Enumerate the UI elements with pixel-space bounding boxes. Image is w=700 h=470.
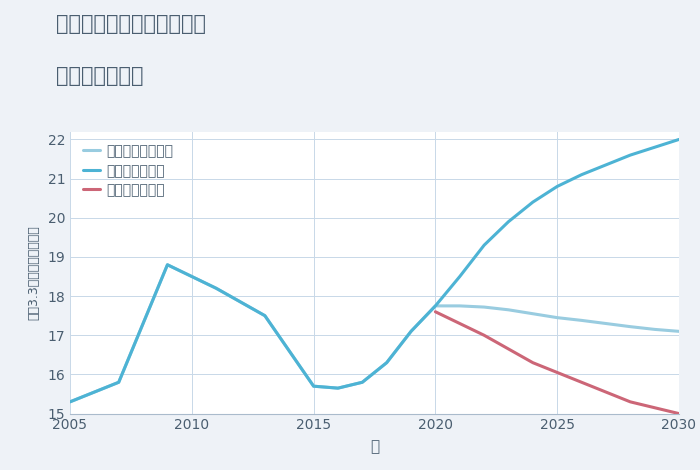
ノーマルシナリオ — [504, 307, 512, 313]
ノーマルシナリオ — [578, 318, 586, 323]
ノーマルシナリオ — [431, 303, 440, 309]
グッドシナリオ — [382, 360, 391, 366]
グッドシナリオ — [578, 172, 586, 178]
グッドシナリオ — [553, 184, 561, 189]
グッドシナリオ — [480, 243, 489, 248]
バッドシナリオ — [675, 411, 683, 416]
ノーマルシナリオ — [626, 324, 634, 329]
バッドシナリオ — [480, 332, 489, 338]
グッドシナリオ — [66, 399, 74, 405]
グッドシナリオ — [260, 313, 269, 319]
ノーマルシナリオ — [480, 304, 489, 310]
グッドシナリオ — [212, 285, 220, 291]
Line: バッドシナリオ: バッドシナリオ — [435, 312, 679, 414]
バッドシナリオ — [528, 360, 537, 366]
X-axis label: 年: 年 — [370, 439, 379, 454]
バッドシナリオ — [626, 399, 634, 405]
グッドシナリオ — [650, 144, 659, 150]
バッドシナリオ — [578, 379, 586, 385]
グッドシナリオ — [115, 379, 123, 385]
ノーマルシナリオ — [675, 329, 683, 334]
ノーマルシナリオ — [212, 285, 220, 291]
Legend: ノーマルシナリオ, グッドシナリオ, バッドシナリオ: ノーマルシナリオ, グッドシナリオ, バッドシナリオ — [83, 144, 174, 197]
グッドシナリオ — [358, 379, 367, 385]
ノーマルシナリオ — [66, 399, 74, 405]
グッドシナリオ — [504, 219, 512, 225]
バッドシナリオ — [431, 309, 440, 314]
ノーマルシナリオ — [407, 329, 415, 334]
グッドシナリオ — [431, 303, 440, 309]
グッドシナリオ — [456, 274, 464, 279]
グッドシナリオ — [309, 384, 318, 389]
グッドシナリオ — [407, 329, 415, 334]
Y-axis label: 坪（3.3㎡）単価（万円）: 坪（3.3㎡）単価（万円） — [27, 225, 41, 320]
Line: ノーマルシナリオ: ノーマルシナリオ — [70, 265, 679, 402]
ノーマルシナリオ — [115, 379, 123, 385]
ノーマルシナリオ — [334, 385, 342, 391]
ノーマルシナリオ — [650, 327, 659, 332]
グッドシナリオ — [163, 262, 172, 267]
Line: グッドシナリオ: グッドシナリオ — [70, 140, 679, 402]
ノーマルシナリオ — [163, 262, 172, 267]
グッドシナリオ — [334, 385, 342, 391]
ノーマルシナリオ — [602, 321, 610, 326]
グッドシナリオ — [675, 137, 683, 142]
ノーマルシナリオ — [553, 315, 561, 321]
グッドシナリオ — [626, 152, 634, 158]
グッドシナリオ — [602, 162, 610, 168]
Text: 三重県四日市市坂部が丘の: 三重県四日市市坂部が丘の — [56, 14, 206, 34]
ノーマルシナリオ — [456, 303, 464, 309]
ノーマルシナリオ — [528, 311, 537, 316]
グッドシナリオ — [528, 199, 537, 205]
ノーマルシナリオ — [382, 360, 391, 366]
Text: 土地の価格推移: 土地の価格推移 — [56, 66, 144, 86]
ノーマルシナリオ — [260, 313, 269, 319]
ノーマルシナリオ — [358, 379, 367, 385]
ノーマルシナリオ — [309, 384, 318, 389]
